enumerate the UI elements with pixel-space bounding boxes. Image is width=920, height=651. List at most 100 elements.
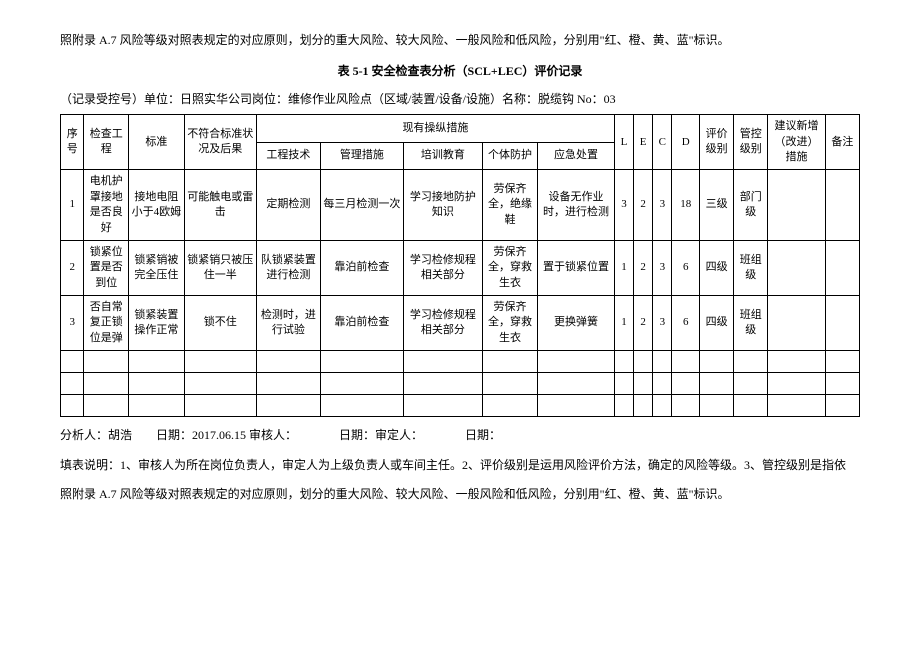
cell-empty (256, 351, 320, 373)
cell-empty (825, 373, 859, 395)
cell-remark (825, 170, 859, 241)
cell-empty (184, 395, 256, 417)
cell-empty (634, 373, 653, 395)
header-train: 培训教育 (403, 142, 482, 170)
cell-item: 否自常复正锁位是弹 (84, 296, 129, 351)
cell-ctrl: 班组级 (734, 296, 768, 351)
cell-empty (61, 351, 84, 373)
cell-ppe: 劳保齐全，绝缘鞋 (482, 170, 537, 241)
cell-empty (700, 351, 734, 373)
cell-empty (825, 395, 859, 417)
cell-empty (256, 373, 320, 395)
cell-std: 锁紧销被完全压住 (129, 240, 184, 295)
cell-std: 接地电阻小于4欧姆 (129, 170, 184, 241)
cell-train: 学习接地防护知识 (403, 170, 482, 241)
header-ppe: 个体防护 (482, 142, 537, 170)
cell-empty (538, 395, 615, 417)
cell-mgmt: 靠泊前检查 (320, 296, 403, 351)
header-seq: 序号 (61, 115, 84, 170)
cell-D: 18 (672, 170, 700, 241)
header-remark: 备注 (825, 115, 859, 170)
header-tech: 工程技术 (256, 142, 320, 170)
cell-empty (61, 395, 84, 417)
header-std: 标准 (129, 115, 184, 170)
cell-ctrl: 班组级 (734, 240, 768, 295)
cell-E: 2 (634, 170, 653, 241)
cell-empty (403, 351, 482, 373)
cell-tech: 定期检测 (256, 170, 320, 241)
cell-ppe: 劳保齐全，穿救生衣 (482, 240, 537, 295)
header-item: 检查工程 (84, 115, 129, 170)
cell-mgmt: 每三月检测一次 (320, 170, 403, 241)
cell-empty (653, 395, 672, 417)
cell-ctrl: 部门级 (734, 170, 768, 241)
cell-empty (768, 395, 826, 417)
cell-nonconf: 锁紧销只被压住一半 (184, 240, 256, 295)
cell-remark (825, 296, 859, 351)
header-mgmt: 管理措施 (320, 142, 403, 170)
cell-C: 3 (653, 296, 672, 351)
cell-empty (129, 351, 184, 373)
cell-empty (734, 351, 768, 373)
cell-empty (84, 395, 129, 417)
cell-train: 学习检修规程相关部分 (403, 240, 482, 295)
cell-empty (84, 351, 129, 373)
cell-empty (672, 373, 700, 395)
cell-L: 1 (614, 240, 633, 295)
cell-eval: 四级 (700, 296, 734, 351)
cell-D: 6 (672, 296, 700, 351)
cell-imp (768, 240, 826, 295)
cell-empty (734, 395, 768, 417)
cell-empty (129, 395, 184, 417)
cell-empty (482, 395, 537, 417)
cell-empty (734, 373, 768, 395)
cell-empty (634, 395, 653, 417)
cell-empty (700, 373, 734, 395)
cell-empty (538, 373, 615, 395)
cell-empty (672, 395, 700, 417)
cell-E: 2 (634, 240, 653, 295)
footer-signatures: 分析人：胡浩 日期：2017.06.15 审核人： 日期：审定人： 日期： (60, 425, 860, 447)
header-E: E (634, 115, 653, 170)
cell-empty (84, 373, 129, 395)
cell-empty (129, 373, 184, 395)
cell-emerg: 更换弹簧 (538, 296, 615, 351)
table-title: 表 5-1 安全检查表分析（SCL+LEC）评价记录 (60, 62, 860, 79)
cell-empty (538, 351, 615, 373)
cell-empty (768, 373, 826, 395)
header-ctrl: 管控级别 (734, 115, 768, 170)
cell-empty (320, 351, 403, 373)
cell-ppe: 劳保齐全，穿救生衣 (482, 296, 537, 351)
cell-mgmt: 靠泊前检查 (320, 240, 403, 295)
note-line-2: 照附录 A.7 风险等级对照表规定的对应原则，划分的重大风险、较大风险、一般风险… (60, 484, 860, 506)
cell-seq: 1 (61, 170, 84, 241)
cell-empty (320, 373, 403, 395)
cell-L: 1 (614, 296, 633, 351)
cell-eval: 三级 (700, 170, 734, 241)
cell-item: 锁紧位置是否到位 (84, 240, 129, 295)
header-nonconf: 不符合标准状况及后果 (184, 115, 256, 170)
cell-empty (825, 351, 859, 373)
cell-emerg: 设备无作业时，进行检测 (538, 170, 615, 241)
cell-C: 3 (653, 240, 672, 295)
cell-empty (653, 373, 672, 395)
cell-E: 2 (634, 296, 653, 351)
cell-seq: 3 (61, 296, 84, 351)
header-eval: 评价级别 (700, 115, 734, 170)
cell-empty (320, 395, 403, 417)
cell-empty (614, 351, 633, 373)
cell-empty (614, 395, 633, 417)
cell-empty (482, 373, 537, 395)
cell-seq: 2 (61, 240, 84, 295)
cell-item: 电机护罩接地是否良好 (84, 170, 129, 241)
cell-empty (768, 351, 826, 373)
cell-empty (482, 351, 537, 373)
cell-empty (614, 373, 633, 395)
cell-empty (403, 373, 482, 395)
header-emerg: 应急处置 (538, 142, 615, 170)
cell-std: 锁紧装置操作正常 (129, 296, 184, 351)
cell-train: 学习检修规程相关部分 (403, 296, 482, 351)
intro-paragraph: 照附录 A.7 风险等级对照表规定的对应原则，划分的重大风险、较大风险、一般风险… (60, 30, 860, 52)
cell-remark (825, 240, 859, 295)
cell-eval: 四级 (700, 240, 734, 295)
